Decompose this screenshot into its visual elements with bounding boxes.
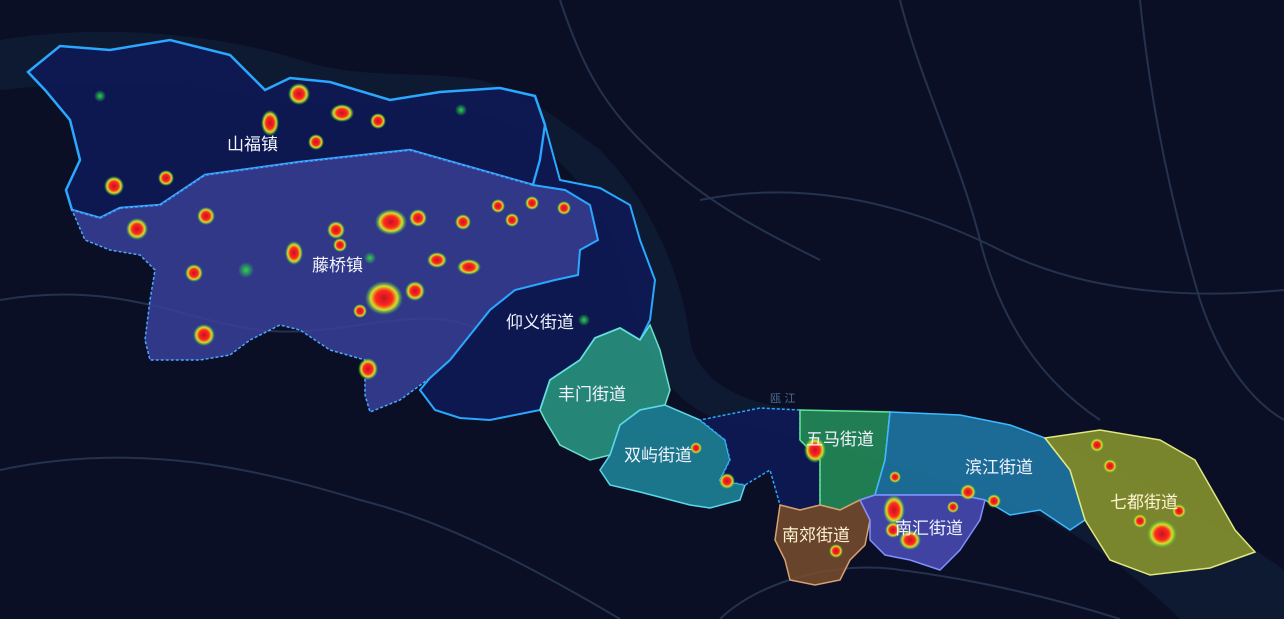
label-tengqiao: 藤桥镇: [312, 256, 363, 276]
main-road: [719, 566, 1121, 619]
heat-spot: [327, 221, 345, 239]
heat-spot: [285, 241, 303, 265]
heat-spot: [1090, 438, 1104, 452]
heat-spot: [308, 134, 324, 150]
label-nanjiao: 南郊街道: [782, 526, 850, 546]
heat-spot: [126, 218, 148, 240]
district-yangyi[interactable]: [418, 124, 657, 422]
label-binjiang: 滨江街道: [965, 458, 1033, 478]
heat-spot: [505, 213, 519, 227]
heat-spot: [525, 196, 539, 210]
heat-spot: [491, 199, 505, 213]
label-wuma: 五马街道: [806, 430, 874, 450]
label-fengmen: 丰门街道: [558, 385, 626, 405]
heat-spot: [719, 473, 735, 489]
label-shuangyu: 双屿街道: [624, 446, 692, 466]
heat-spot: [899, 530, 921, 550]
heat-spot: [288, 83, 310, 105]
label-qidu: 七都街道: [1110, 493, 1178, 513]
heat-spot: [885, 522, 901, 538]
heat-spot: [1172, 504, 1186, 518]
heat-spot: [261, 110, 279, 136]
heat-spot: [197, 207, 215, 225]
district-shuangyu[interactable]: [599, 404, 746, 509]
heat-spot: [375, 209, 407, 235]
heat-spot: [405, 281, 425, 301]
heat-spot: [987, 494, 1001, 508]
heat-spot: [158, 170, 174, 186]
heat-spot: [578, 314, 590, 326]
heat-spot: [455, 214, 471, 230]
heat-spot: [960, 484, 976, 500]
main-road: [1139, 0, 1284, 421]
heat-spot: [185, 264, 203, 282]
heat-spot: [889, 471, 901, 483]
heat-spot: [1103, 459, 1117, 473]
river-label: 瓯 江: [770, 392, 796, 405]
heat-spot: [370, 113, 386, 129]
heat-spot: [804, 437, 826, 463]
main-road: [699, 191, 1284, 295]
heat-spot: [557, 201, 571, 215]
main-road: [0, 456, 621, 619]
main-road: [899, 0, 1101, 421]
heat-spot: [330, 104, 354, 122]
heat-spot: [1147, 520, 1177, 548]
district-qidu[interactable]: [1043, 429, 1257, 576]
heat-spot: [690, 442, 702, 454]
label-yangyi: 仰义街道: [506, 313, 574, 333]
label-shanfu: 山福镇: [227, 135, 278, 155]
heat-spot: [353, 304, 367, 318]
label-layer: 山福镇 藤桥镇 仰义街道 丰门街道 双屿街道 五马街道 滨江街道 南郊街道 南汇…: [227, 135, 1178, 546]
heat-spot: [1133, 514, 1147, 528]
heat-spot: [193, 324, 215, 346]
heat-spot: [883, 495, 905, 525]
district-nanjiao[interactable]: [774, 498, 871, 586]
heat-spot: [358, 358, 378, 380]
heat-spot: [457, 259, 481, 275]
heat-spot: [455, 104, 467, 116]
heat-spot: [409, 209, 427, 227]
district-layer: [26, 38, 1257, 586]
heat-spot: [364, 252, 376, 264]
main-road: [559, 0, 821, 261]
heat-spot: [829, 544, 843, 558]
heat-spot: [365, 281, 403, 315]
heat-spot: [427, 252, 447, 268]
heat-spot: [333, 238, 347, 252]
heat-spot: [94, 90, 106, 102]
label-nanhui: 南汇街道: [895, 519, 963, 539]
heat-spot: [238, 262, 254, 278]
heat-spot: [947, 501, 959, 513]
heat-spot: [104, 176, 124, 196]
heat-layer: [94, 83, 1186, 558]
